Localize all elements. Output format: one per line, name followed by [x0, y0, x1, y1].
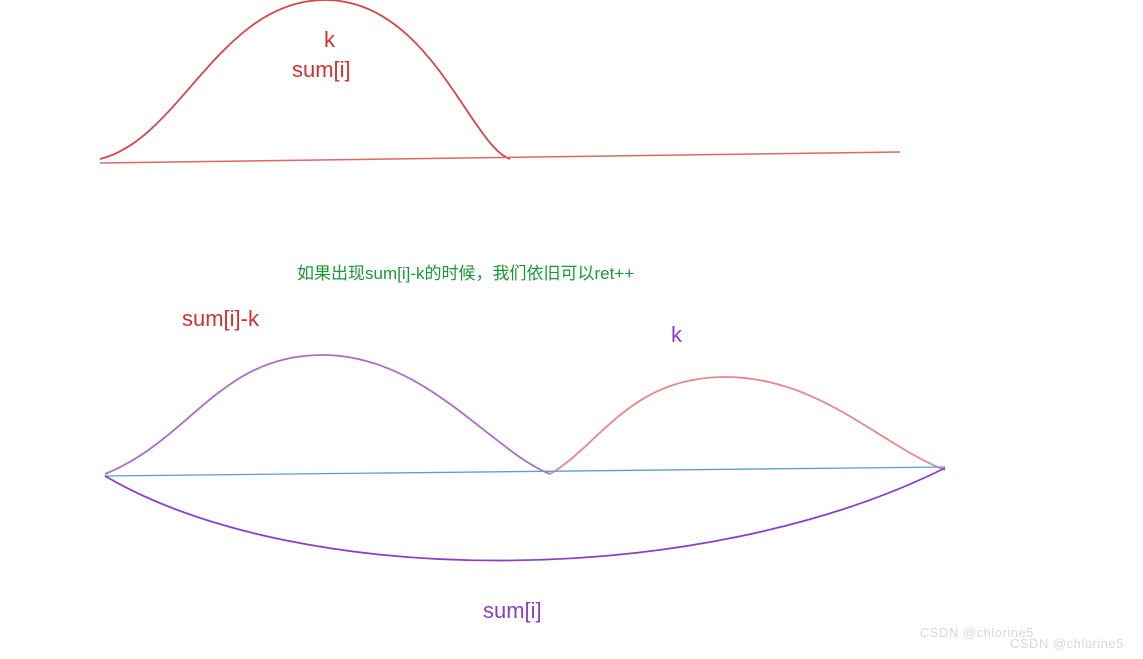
label-k-top: k — [324, 27, 335, 53]
bottom-hump-right — [550, 377, 945, 474]
bottom-hump-left — [105, 355, 550, 474]
label-sumi-top: sum[i] — [292, 57, 351, 83]
label-sumi-bottom: sum[i] — [483, 598, 542, 624]
watermark-2: CSDN @chlorine5 — [1010, 636, 1124, 651]
label-k-bottom: k — [671, 322, 682, 348]
diagram-svg — [0, 0, 1143, 659]
annotation-text: 如果出现sum[i]-k的时候，我们依旧可以ret++ — [297, 259, 634, 284]
bottom-arc — [105, 468, 945, 561]
label-sumik: sum[i]-k — [182, 306, 259, 332]
bottom-baseline-blue — [105, 467, 945, 476]
